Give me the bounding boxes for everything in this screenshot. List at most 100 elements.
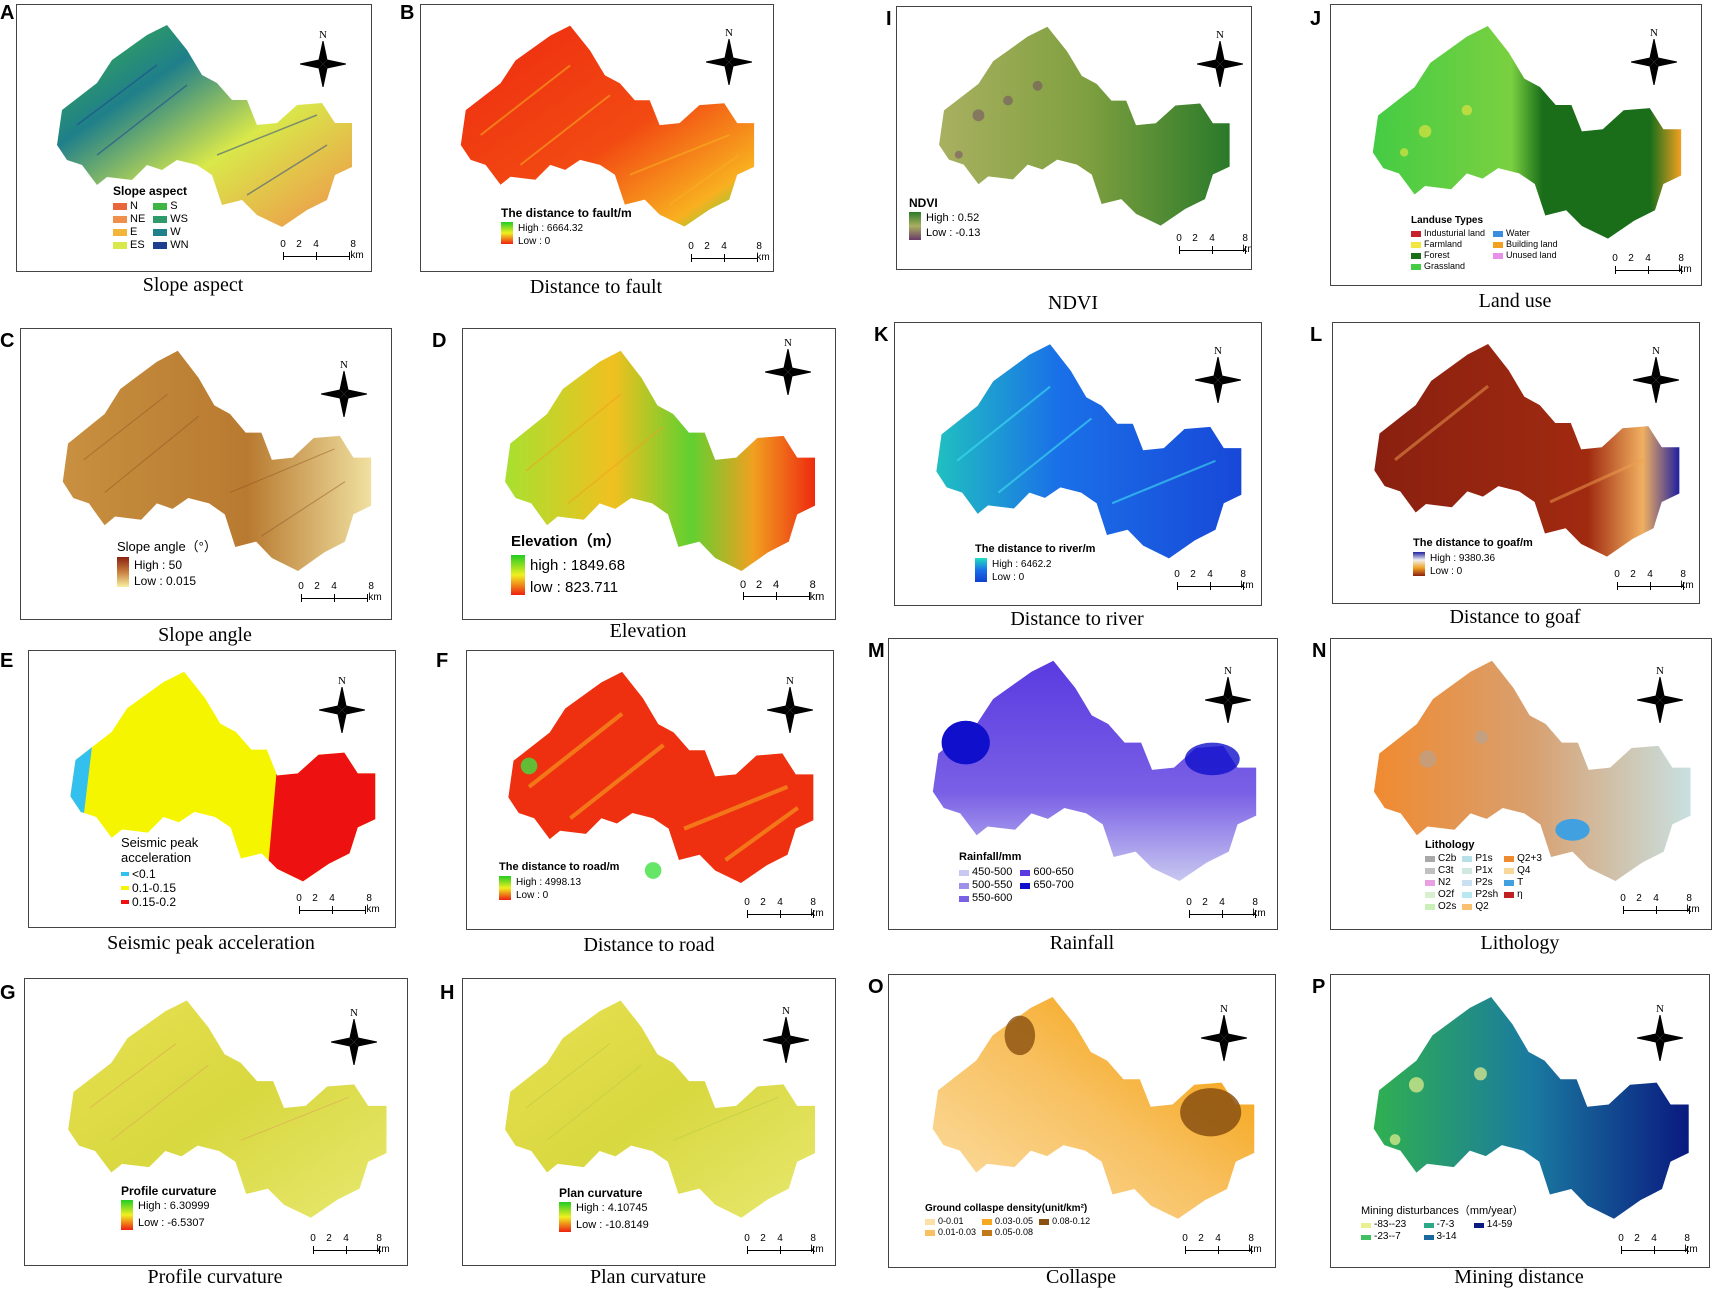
- map-frame: Ground collaspe density(unit/km²) 0-0.01…: [888, 974, 1276, 1268]
- north-arrow-icon: N: [300, 29, 346, 91]
- swatch: [153, 242, 168, 249]
- legend: The distance to goaf/m High : 9380.36 Low…: [1413, 537, 1533, 577]
- swatch: [982, 1218, 993, 1225]
- map-image: [62, 350, 372, 572]
- legend-item: 550-600: [959, 892, 1012, 905]
- north-arrow-icon: N: [706, 27, 752, 89]
- swatch: [1411, 230, 1421, 237]
- legend-item: <0.1: [121, 867, 211, 881]
- swatch: [1020, 869, 1031, 876]
- legend-title: Slope aspect: [113, 184, 188, 198]
- color-ramp: [121, 1200, 133, 1230]
- north-arrow-icon: N: [321, 359, 367, 421]
- panel-letter: F: [436, 650, 449, 672]
- swatch: [1462, 856, 1473, 862]
- swatch: [121, 886, 129, 890]
- panel-caption: Collaspe: [1046, 1266, 1116, 1288]
- map-image: [68, 1000, 387, 1218]
- swatch: [113, 216, 127, 223]
- panel-caption: Distance to river: [1010, 608, 1144, 630]
- legend-item: N: [113, 200, 145, 213]
- color-ramp: [511, 555, 525, 595]
- legend-title: The distance to fault/m: [501, 206, 632, 220]
- legend-item: O2f: [1425, 889, 1456, 901]
- swatch: [925, 1229, 935, 1236]
- color-ramp: [499, 876, 511, 900]
- map-image: [1373, 996, 1689, 1219]
- legend-item: Building land: [1493, 239, 1558, 250]
- color-ramp: [559, 1202, 571, 1232]
- swatch: [1411, 241, 1421, 248]
- panel-caption: Elevation: [609, 620, 687, 642]
- legend-item: -83--23: [1361, 1219, 1418, 1231]
- legend-item: 14-59: [1473, 1219, 1524, 1231]
- color-ramp: [1413, 552, 1425, 576]
- swatch: [1473, 1222, 1484, 1228]
- legend-item: Water: [1493, 228, 1558, 239]
- legend-item: WS: [153, 213, 188, 226]
- swatch: [1493, 230, 1504, 237]
- panel-caption: Rainfall: [1049, 932, 1115, 954]
- legend: Rainfall/mm 450-500 600-650 500-550 650-…: [959, 851, 1074, 905]
- swatch: [1425, 880, 1435, 886]
- legend-item: C3t: [1425, 865, 1456, 877]
- swatch: [1504, 880, 1515, 886]
- north-arrow-icon: N: [1195, 345, 1241, 407]
- legend-item: E: [113, 226, 145, 239]
- legend-item: -7-3: [1423, 1219, 1468, 1231]
- panel-letter: M: [868, 640, 885, 662]
- panel-letter: E: [0, 650, 14, 672]
- legend-item: W: [153, 226, 188, 239]
- panel-letter: C: [0, 330, 15, 352]
- panel-caption: Distance to fault: [529, 276, 663, 298]
- swatch: [1504, 868, 1515, 874]
- map-image: [1374, 344, 1680, 557]
- legend-item: Unused land: [1493, 250, 1558, 261]
- map-frame: Plan curvature High : 4.10745 Low : -10.8…: [462, 978, 836, 1266]
- legend: Seismic peak acceleration <0.1 0.1-0.15 …: [121, 835, 211, 909]
- map-image: [1372, 26, 1682, 239]
- legend: The distance to fault/m High : 6664.32 Lo…: [501, 206, 632, 247]
- panel-caption: Seismic peak acceleration: [107, 932, 315, 954]
- map-image: [936, 344, 1242, 559]
- legend-item: 650-700: [1020, 879, 1074, 892]
- legend-title: NDVI: [909, 196, 938, 210]
- legend-title: Profile curvature: [121, 1184, 217, 1198]
- map-frame: The distance to road/m High : 4998.13 Low…: [466, 650, 834, 930]
- map-image: [939, 26, 1230, 226]
- map-image: [505, 350, 816, 572]
- legend-item: T: [1504, 877, 1542, 889]
- legend-item: 0.08-0.12: [1039, 1216, 1090, 1227]
- north-arrow-icon: N: [765, 337, 811, 399]
- legend-title: Mining disturbances（mm/year）: [1361, 1205, 1524, 1217]
- legend-item: P1s: [1462, 853, 1498, 865]
- swatch: [121, 900, 129, 904]
- legend-item: Farmland: [1411, 239, 1485, 250]
- map-frame: Seismic peak acceleration <0.1 0.1-0.15 …: [28, 650, 396, 928]
- legend-item: 450-500: [959, 866, 1012, 879]
- swatch: [1462, 904, 1473, 910]
- map-frame: Elevation（m） high : 1849.68 low : 823.711…: [462, 328, 836, 620]
- legend-item: WN: [153, 239, 189, 252]
- legend-item: P2sh: [1462, 889, 1498, 901]
- legend-item: S: [153, 200, 188, 213]
- color-ramp: [117, 557, 129, 587]
- swatch: [1361, 1222, 1371, 1228]
- panel-caption: Lithology: [1480, 932, 1560, 954]
- north-arrow-icon: N: [1201, 1003, 1247, 1065]
- panel-caption: Mining distance: [1454, 1266, 1584, 1288]
- panel-caption: NDVI: [1048, 292, 1098, 314]
- map-image: [932, 996, 1255, 1219]
- north-arrow-icon: N: [319, 675, 365, 737]
- swatch: [925, 1218, 935, 1225]
- map-image: [932, 660, 1257, 882]
- legend-item: NE: [113, 213, 145, 226]
- panel-caption: Slope aspect: [142, 274, 244, 296]
- swatch: [113, 229, 127, 236]
